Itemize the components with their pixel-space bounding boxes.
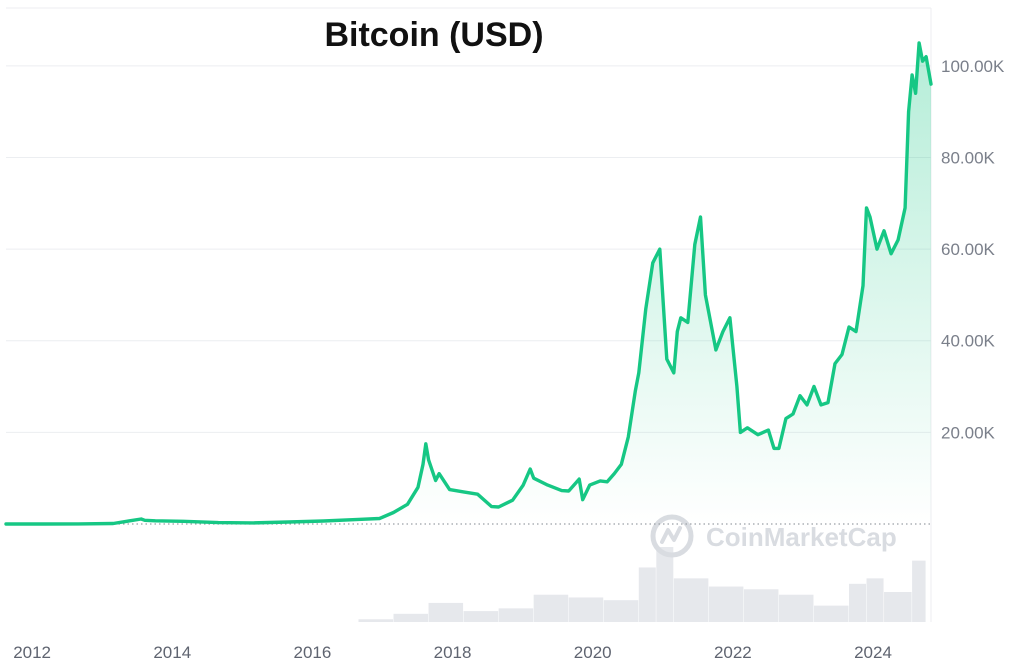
price-area-fill — [6, 42, 931, 525]
volume-bar — [638, 567, 656, 622]
volume-bar — [393, 613, 429, 622]
volume-bar — [866, 578, 884, 622]
y-tick-label: 80.00K — [941, 148, 996, 167]
watermark: CoinMarketCap — [650, 514, 897, 558]
y-tick-label: 100.00K — [941, 57, 1005, 76]
volume-bar — [884, 592, 912, 622]
x-tick-label: 2016 — [293, 643, 331, 662]
x-tick-label: 2012 — [13, 643, 51, 662]
x-tick-label: 2022 — [714, 643, 752, 662]
volume-bar — [568, 597, 604, 622]
chart-title: Bitcoin (USD) — [324, 16, 543, 54]
volume-bar — [463, 611, 499, 622]
volume-bar — [603, 600, 639, 622]
volume-bar — [358, 619, 394, 622]
y-tick-label: 60.00K — [941, 240, 996, 259]
y-axis-tick-labels: 20.00K 40.00K 60.00K 80.00K 100.00K — [941, 57, 1005, 443]
volume-bar — [533, 594, 569, 622]
x-tick-label: 2018 — [434, 643, 472, 662]
volume-bar — [849, 583, 867, 622]
volume-bar — [778, 594, 814, 622]
price-line — [4, 41, 933, 526]
x-tick-label: 2014 — [153, 643, 191, 662]
volume-bar — [708, 586, 744, 622]
volume-bar — [428, 602, 464, 622]
volume-bar — [912, 560, 926, 622]
y-tick-label: 20.00K — [941, 423, 996, 442]
x-tick-label: 2020 — [574, 643, 612, 662]
y-tick-label: 40.00K — [941, 332, 996, 351]
x-axis-tick-labels: 2012 2014 2016 2018 2020 2022 2024 — [13, 643, 892, 662]
volume-bar — [813, 605, 849, 622]
x-tick-label: 2024 — [854, 643, 892, 662]
watermark-text: CoinMarketCap — [706, 522, 897, 552]
volume-bar — [656, 547, 674, 622]
volume-bars — [358, 547, 926, 622]
volume-bar — [743, 589, 779, 622]
volume-bar — [673, 578, 709, 622]
volume-bar — [498, 608, 534, 622]
